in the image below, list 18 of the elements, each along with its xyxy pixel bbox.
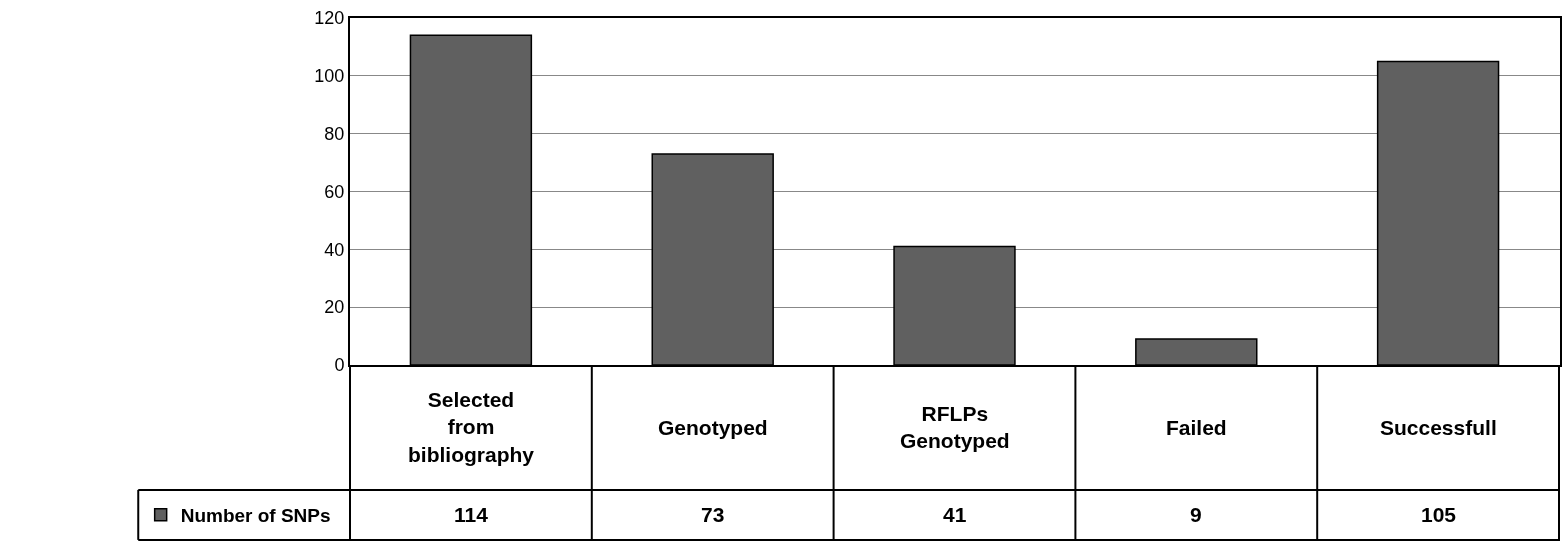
y-tick-label: 60: [324, 181, 345, 202]
y-tick-label: 40: [324, 239, 345, 260]
x-tick-label: Selected from bibliography: [408, 388, 535, 466]
data-label: 114: [454, 503, 489, 526]
y-tick-label: 100: [314, 66, 345, 87]
y-tick-label: 80: [324, 123, 345, 144]
y-tick-label: 20: [324, 297, 345, 318]
legend-label: Number of SNPs: [180, 505, 331, 527]
data-label: 41: [943, 503, 967, 526]
x-tick-label: Failed: [1166, 416, 1227, 439]
x-tick-label: Successfull: [1380, 416, 1497, 439]
data-label: 9: [1190, 503, 1202, 526]
data-label: 73: [701, 503, 725, 526]
x-tick-label: RFLPs Genotyped: [900, 402, 1010, 453]
y-tick-label: 120: [314, 8, 345, 29]
data-label: 105: [1421, 503, 1457, 526]
x-tick-label: Genotyped: [658, 416, 768, 439]
y-tick-label: 0: [334, 355, 345, 376]
